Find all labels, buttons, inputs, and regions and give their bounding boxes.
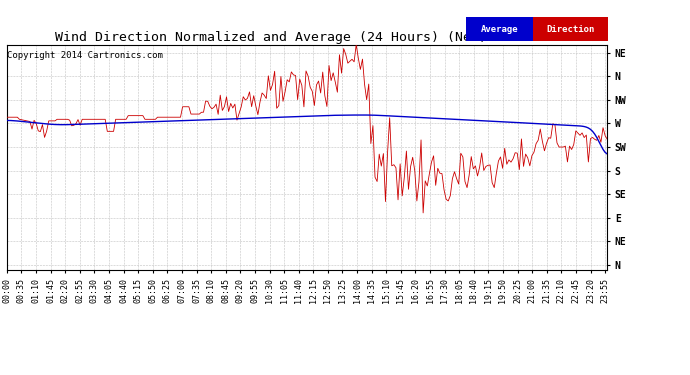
Text: Direction: Direction	[546, 25, 595, 34]
Text: Copyright 2014 Cartronics.com: Copyright 2014 Cartronics.com	[7, 51, 163, 60]
Title: Wind Direction Normalized and Average (24 Hours) (New) 20140510: Wind Direction Normalized and Average (2…	[55, 31, 559, 44]
Text: Average: Average	[481, 25, 518, 34]
